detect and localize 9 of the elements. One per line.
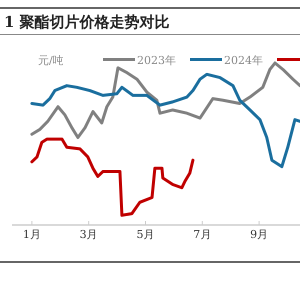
legend-label: 2024年 — [224, 54, 263, 67]
x-tick-label: 7月 — [193, 228, 212, 241]
y-axis-title: 元/吨 — [38, 54, 64, 67]
x-tick-label: 1月 — [22, 228, 41, 241]
x-tick-label: 3月 — [80, 228, 98, 241]
x-tick-label: 9月 — [250, 228, 268, 241]
x-tick-label: 5月 — [136, 228, 154, 241]
legend-label: 2023年 — [137, 54, 176, 67]
chart-title: 1 聚酯切片价格走势对比 — [4, 13, 170, 31]
